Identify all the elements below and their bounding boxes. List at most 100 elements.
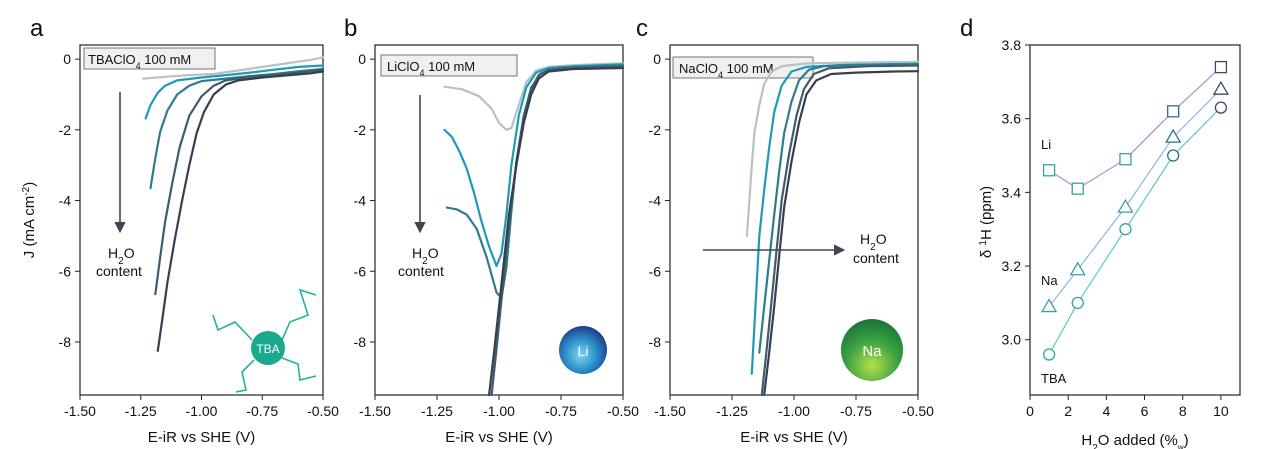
- svg-text:Na: Na: [862, 343, 882, 360]
- panel-d-ytick-label: 3.0: [1002, 332, 1022, 348]
- point-na: [1069, 261, 1086, 276]
- point-li: [1071, 182, 1084, 195]
- panel-c-annotation-line2: content: [853, 250, 899, 266]
- panel-c-xlabel: E-iR vs SHE (V): [740, 429, 848, 446]
- panel-b-ytick-label: -4: [354, 193, 367, 209]
- point-tba: [1214, 101, 1228, 114]
- svg-text:NaClO4 100 mM: NaClO4 100 mM: [679, 61, 774, 80]
- panel-d-xlabel: H2O added (%w): [1081, 432, 1188, 449]
- point-tba: [1167, 149, 1180, 162]
- series-line-tba: [1048, 107, 1222, 355]
- panel-b-ytick-label: 0: [358, 51, 366, 67]
- panel-d-xtick-label: 4: [1102, 403, 1110, 419]
- panel-d-ylabel: δ 1H (ppm): [978, 186, 996, 258]
- panel-d-ytick-label: 3.4: [1002, 184, 1022, 200]
- panel-c-ytick-label: -2: [649, 122, 662, 138]
- panel-b-xtick-label: -1.50: [359, 403, 391, 419]
- panel-a-annotation: H2O content: [96, 92, 142, 279]
- panel-a-series-line-2: [144, 64, 325, 120]
- panel-a-ytick-label: -2: [59, 122, 72, 138]
- panel-d: d δ 1H (ppm) 0 2 4 6 8 10 3.0 3.2 3.4 3.6 3.8 Li N…: [960, 15, 1241, 449]
- panel-c-series: [745, 60, 920, 397]
- panel-d-xtick-label: 2: [1064, 403, 1072, 419]
- panel-b-xtick-label: -0.75: [545, 403, 577, 419]
- panel-a-ylabel: J (mA cm-2): [21, 182, 39, 258]
- panel-c-series-line-3: [758, 63, 920, 354]
- point-tba: [1119, 223, 1132, 236]
- panel-b-ytick-label: -8: [354, 334, 367, 350]
- panel-c-ytick-label: -8: [649, 334, 662, 350]
- panel-b-annotation-line2: content: [398, 263, 444, 279]
- panel-a-xtick-label: -1.00: [186, 403, 218, 419]
- panel-d-ytick-label: 3.8: [1002, 37, 1022, 53]
- panel-b-label: b: [344, 15, 357, 42]
- panel-c: c NaClO4 100 mM -1.50 -1.25 -1.00 -0.75 -0.5…: [636, 15, 934, 446]
- series-label-tba: TBA: [1041, 371, 1067, 386]
- panel-a-ytick-label: 0: [63, 51, 71, 67]
- panel-a-box-label: TBAClO4 100 mM: [83, 47, 216, 71]
- panel-a-xlabel: E-iR vs SHE (V): [148, 429, 256, 446]
- panel-c-xtick-label: -1.50: [654, 403, 686, 419]
- point-na: [1040, 298, 1058, 313]
- point-tba: [1042, 348, 1056, 361]
- panel-d-label: d: [960, 15, 973, 42]
- panel-a-series-line-5: [156, 70, 325, 352]
- panel-a-axes: -1.50 -1.25 -1.00 -0.75 -0.50 0 -2 -4 -6 -8 E-iR v…: [59, 51, 340, 446]
- panel-c-series-line-1: [745, 60, 920, 237]
- series-label-na: Na: [1041, 273, 1058, 288]
- panel-d-ytick-label: 3.6: [1002, 111, 1022, 127]
- point-na: [1117, 198, 1134, 213]
- panel-b-xtick-label: -1.00: [483, 403, 515, 419]
- panel-c-axes: -1.50 -1.25 -1.00 -0.75 -0.50 0 -2 -4 -6 -8 E-iR v…: [649, 51, 935, 446]
- panel-c-label: c: [636, 15, 648, 42]
- panel-b-series-line-3: [445, 64, 625, 299]
- panel-a-series: [142, 56, 325, 352]
- panel-d-ytick-label: 3.2: [1002, 258, 1022, 274]
- panel-a-label: a: [30, 15, 44, 42]
- panel-d-xtick-label: 10: [1213, 403, 1229, 419]
- series-label-li: Li: [1041, 137, 1051, 152]
- point-na: [1165, 128, 1182, 143]
- series-line-li: [1048, 66, 1222, 190]
- panel-a-ytick-label: -8: [59, 334, 72, 350]
- li-badge: Li: [559, 326, 607, 374]
- panel-c-series-line-4: [760, 64, 920, 397]
- panel-b-box-label: LiClO4 100 mM: [380, 54, 518, 78]
- svg-text:Li: Li: [578, 343, 589, 359]
- point-li: [1167, 105, 1180, 118]
- panel-c-xtick-label: -1.00: [778, 403, 810, 419]
- panel-b-series-line-2: [443, 63, 625, 268]
- panel-a-annotation-line1: H2O: [108, 245, 135, 267]
- panel-a-ytick-label: -6: [59, 263, 72, 279]
- panel-c-annotation-line1: H2O: [860, 231, 887, 253]
- point-tba: [1071, 296, 1084, 310]
- panel-a-series-line-3: [149, 67, 325, 190]
- panel-d-series: [1040, 60, 1230, 361]
- panel-c-xtick-label: -0.50: [902, 403, 934, 419]
- panel-c-series-line-5: [763, 70, 920, 397]
- panel-c-xtick-label: -1.25: [716, 403, 748, 419]
- panel-b-axes: -1.50 -1.25 -1.00 -0.75 -0.50 0 -2 -4 -6 -8 E-iR v…: [354, 51, 640, 446]
- point-li: [1214, 60, 1228, 74]
- panel-a-xtick-label: -0.50: [307, 403, 339, 419]
- point-na: [1212, 80, 1230, 95]
- svg-text:TBAClO4 100 mM: TBAClO4 100 mM: [88, 52, 191, 71]
- panel-c-xtick-label: -0.75: [840, 403, 872, 419]
- panel-d-xtick-label: 0: [1026, 403, 1034, 419]
- panel-d-axes: 0 2 4 6 8 10 3.0 3.2 3.4 3.6 3.8: [1002, 37, 1229, 419]
- panel-d-xtick-label: 6: [1141, 403, 1149, 419]
- panel-c-ytick-label: -4: [649, 193, 662, 209]
- panel-a-annotation-line2: content: [96, 263, 142, 279]
- panel-b-xtick-label: -1.25: [421, 403, 453, 419]
- na-badge: Na: [841, 319, 903, 381]
- panel-c-ytick-label: -6: [649, 263, 662, 279]
- svg-text:LiClO4 100 mM: LiClO4 100 mM: [387, 59, 475, 78]
- svg-text:δ 1H (ppm): δ 1H (ppm): [978, 186, 996, 258]
- panel-a-xtick-label: -0.75: [246, 403, 278, 419]
- point-li: [1042, 164, 1056, 177]
- svg-text:H2O added (%w): H2O added (%w): [1081, 432, 1188, 449]
- panel-c-annotation: H2O content: [703, 231, 899, 266]
- panel-b: b LiClO4 100 mM -1.50 -1.25 -1.00 -0.75 -0.5…: [344, 15, 639, 446]
- panel-b-annotation: H2O content: [398, 95, 444, 279]
